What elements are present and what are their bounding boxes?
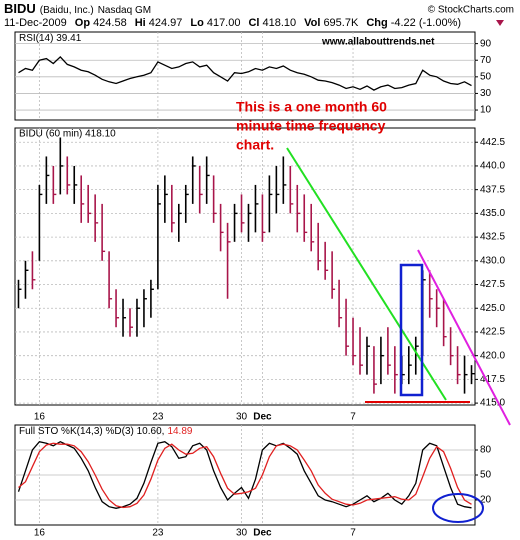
header-text: 424.58 xyxy=(93,17,127,29)
header-line: BIDU (Baidu, Inc.) Nasdaq GM xyxy=(4,1,151,16)
source: © StockCharts.com xyxy=(428,5,514,16)
y-tick-label: 437.5 xyxy=(480,184,505,195)
header-text: 417.00 xyxy=(207,17,241,29)
panel-title-text: Full STO %K(14,3) %D(3) 10.60, xyxy=(19,426,164,437)
panel-title: Full STO %K(14,3) %D(3) 10.60, 14.89 xyxy=(19,426,193,437)
header-text: 418.10 xyxy=(262,17,296,29)
panel-title-d: 14.89 xyxy=(167,426,192,437)
x-tick-label: 16 xyxy=(34,528,46,539)
y-tick-label: 10 xyxy=(480,105,492,116)
highlight-ellipse xyxy=(432,493,484,523)
x-tick-label: 30 xyxy=(236,528,248,539)
header-text: (Baidu, Inc.) xyxy=(40,5,94,16)
panel-frame xyxy=(14,127,476,406)
annotation: This is a one month 60 xyxy=(236,99,387,115)
y-tick-label: 80 xyxy=(480,445,492,456)
header-text: Nasdaq GM xyxy=(98,5,151,16)
header-text: 424.97 xyxy=(149,17,183,29)
x-tick-label: 7 xyxy=(350,528,356,539)
annotation: chart. xyxy=(236,137,274,153)
header-text: Lo xyxy=(190,17,204,29)
quote-line: 11-Dec-2009 Op 424.58 Hi 424.97 Lo 417.00 Cl 418… xyxy=(4,17,461,29)
x-tick-label: 16 xyxy=(34,412,46,423)
x-tick-label: 30 xyxy=(236,412,248,423)
y-tick-label: 430.0 xyxy=(480,255,505,266)
y-tick-label: 417.5 xyxy=(480,374,505,385)
header-text: Chg xyxy=(366,17,387,29)
panel-title-text: RSI(14) 39.41 xyxy=(19,33,82,44)
y-tick-label: 30 xyxy=(480,88,492,99)
header-text: Cl xyxy=(248,17,259,29)
x-tick-label: Dec xyxy=(253,528,272,539)
y-tick-label: 422.5 xyxy=(480,327,505,338)
header-text: 695.7K xyxy=(323,17,359,29)
plot-area: 10 30 50 70 90 RSI(14) 39.41 www.allabouttrend… xyxy=(14,31,505,539)
y-tick-label: 415.0 xyxy=(480,398,505,409)
annotation: minute time frequency xyxy=(236,118,386,134)
panel-title: RSI(14) 39.41 xyxy=(19,33,82,44)
indicator-line xyxy=(18,442,472,509)
indicator-line xyxy=(18,55,472,91)
y-tick-label: 425.0 xyxy=(480,303,505,314)
trend-line xyxy=(417,249,511,426)
website: www.allabouttrends.net xyxy=(321,37,435,48)
panel-title: BIDU (60 min) 418.10 xyxy=(19,129,116,140)
header-text: 11-Dec-2009 xyxy=(4,17,67,29)
header-text: Hi xyxy=(135,17,146,29)
down-arrow xyxy=(496,20,504,26)
trend-line xyxy=(286,147,447,401)
y-tick-label: 440.0 xyxy=(480,161,505,172)
y-tick-label: 20 xyxy=(480,495,492,506)
y-tick-label: 432.5 xyxy=(480,232,505,243)
highlight-box xyxy=(399,263,424,397)
x-tick-label: 23 xyxy=(152,528,164,539)
header-text: -4.22 (-1.00%) xyxy=(391,17,461,29)
y-tick-label: 50 xyxy=(480,470,492,481)
x-tick-label: Dec xyxy=(253,412,272,423)
header-text: Op xyxy=(75,17,91,29)
y-tick-label: 442.5 xyxy=(480,137,505,148)
x-tick-label: 7 xyxy=(350,412,356,423)
y-tick-label: 50 xyxy=(480,71,492,82)
panel-frame xyxy=(14,31,476,121)
header: BIDU (Baidu, Inc.) Nasdaq GM © StockCharts.… xyxy=(4,1,514,28)
header-text: BIDU xyxy=(4,1,36,16)
header-text: Vol xyxy=(304,17,320,29)
y-tick-label: 427.5 xyxy=(480,279,505,290)
y-tick-label: 70 xyxy=(480,55,492,66)
y-tick-label: 435.0 xyxy=(480,208,505,219)
y-tick-label: 90 xyxy=(480,38,492,49)
x-tick-label: 23 xyxy=(152,412,164,423)
y-tick-label: 420.0 xyxy=(480,350,505,361)
